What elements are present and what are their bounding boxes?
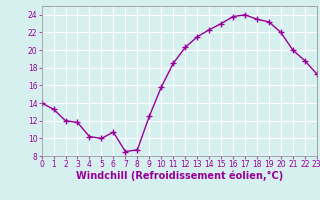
X-axis label: Windchill (Refroidissement éolien,°C): Windchill (Refroidissement éolien,°C) — [76, 171, 283, 181]
